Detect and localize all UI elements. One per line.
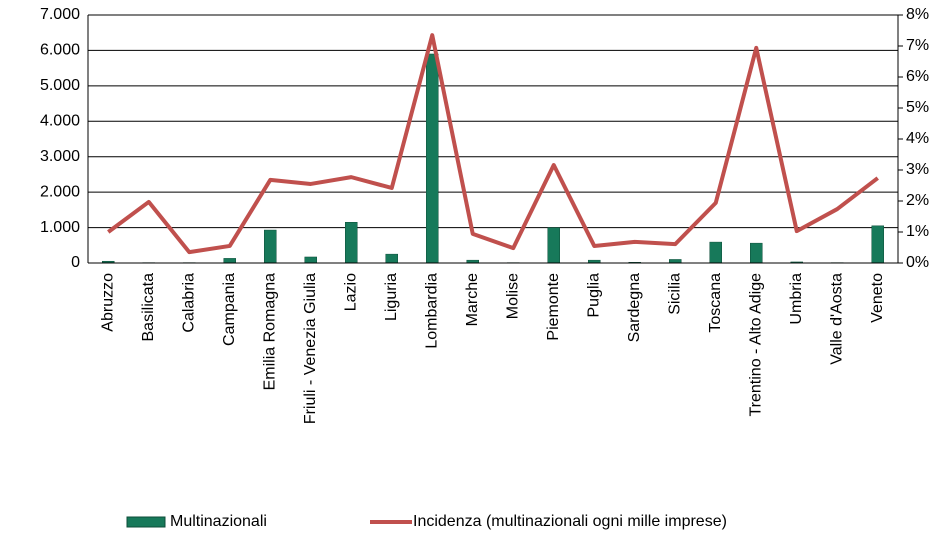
x-tick-label: Piemonte: [545, 273, 562, 341]
bar: [750, 242, 763, 264]
x-tick-label: Friuli - Venezia Giulia: [302, 273, 319, 424]
bar: [264, 229, 277, 264]
y-tick-label: 7.000: [40, 6, 80, 23]
x-tick-label: Puglia: [585, 273, 602, 318]
x-tick-label: Valle d'Aosta: [828, 273, 845, 365]
x-tick-label: Campania: [221, 273, 238, 346]
y2-tick-label: 0%: [906, 254, 929, 271]
y2-tick-label: 1%: [906, 223, 929, 240]
bar: [709, 241, 722, 264]
bar: [426, 53, 439, 264]
y-tick-label: 2.000: [40, 183, 80, 200]
y-tick-label: 6.000: [40, 42, 80, 59]
y2-tick-label: 6%: [906, 68, 929, 85]
legend-swatch: [126, 516, 166, 528]
bar: [304, 256, 317, 264]
x-tick-label: Emilia Romagna: [261, 273, 278, 390]
x-tick-label: Sardegna: [626, 273, 643, 342]
x-tick-label: Abruzzo: [99, 273, 116, 332]
y2-tick-label: 2%: [906, 192, 929, 209]
x-tick-label: Molise: [504, 273, 521, 319]
bar: [669, 259, 682, 264]
y-tick-label: 3.000: [40, 148, 80, 165]
legend-label: Multinazionali: [170, 513, 267, 530]
bar: [547, 227, 560, 264]
x-tick-label: Sicilia: [666, 273, 683, 315]
x-tick-label: Veneto: [869, 273, 886, 323]
y2-tick-label: 7%: [906, 37, 929, 54]
x-tick-label: Umbria: [788, 273, 805, 325]
bar: [223, 258, 236, 264]
y-tick-label: 1.000: [40, 219, 80, 236]
x-tick-label: Lazio: [342, 273, 359, 311]
x-tick-label: Basilicata: [140, 273, 157, 342]
y2-tick-label: 8%: [906, 6, 929, 23]
y-tick-label: 5.000: [40, 77, 80, 94]
y-tick-label: 0: [71, 254, 80, 271]
x-tick-label: Trentino - Alto Adige: [747, 273, 764, 417]
x-tick-label: Toscana: [707, 273, 724, 333]
bar: [385, 253, 398, 264]
bar: [345, 222, 358, 264]
x-tick-label: Marche: [464, 273, 481, 326]
legend-label: Incidenza (multinazionali ogni mille imp…: [413, 513, 727, 530]
y2-tick-label: 5%: [906, 99, 929, 116]
x-tick-label: Lombardia: [423, 273, 440, 349]
y2-tick-label: 4%: [906, 130, 929, 147]
y2-tick-label: 3%: [906, 161, 929, 178]
x-tick-label: Liguria: [383, 273, 400, 321]
line: [107, 33, 879, 255]
x-tick-label: Calabria: [180, 273, 197, 333]
bar: [871, 225, 884, 264]
y-tick-label: 4.000: [40, 113, 80, 130]
